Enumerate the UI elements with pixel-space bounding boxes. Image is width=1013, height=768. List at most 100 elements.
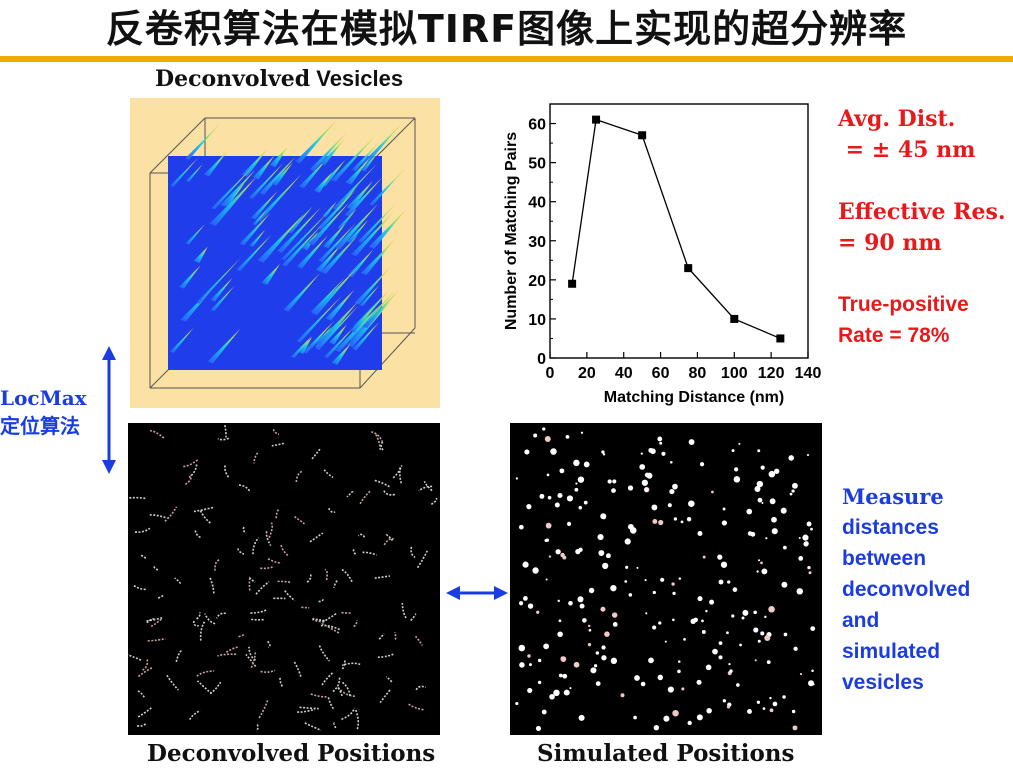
simulated-vesicle	[672, 483, 678, 490]
simulated-vesicle	[644, 472, 650, 478]
simulated-vesicle	[583, 500, 588, 505]
simulated-vesicle	[756, 480, 764, 488]
simulated-vesicle	[574, 487, 579, 492]
simulated-vesicle	[720, 561, 728, 568]
deconvolved-vesicle-trace	[410, 546, 416, 559]
simulated-vesicle	[557, 631, 563, 637]
simulated-vesicle	[667, 503, 672, 508]
deconvolved-vesicle-trace	[337, 687, 344, 698]
simulated-vesicle	[611, 612, 618, 618]
chart-series	[568, 115, 785, 343]
simulated-vesicle	[726, 705, 731, 709]
deconvolved-vesicles-3d-plot	[130, 98, 440, 408]
simulated-vesicle	[652, 590, 656, 595]
vesicle-spike	[209, 175, 258, 226]
deconvolved-vesicle-trace	[362, 551, 377, 556]
deconvolved-vesicle-trace	[383, 490, 395, 496]
simulated-vesicle	[651, 504, 658, 511]
deconvolved-vesicle-trace	[416, 550, 429, 569]
deconvolved-vesicle-trace	[252, 537, 260, 555]
x-axis-label: Matching Distance (nm)	[604, 389, 784, 406]
simulated-vesicle	[600, 513, 607, 520]
measure-line-6: simulated	[842, 640, 941, 663]
simulated-vesicle	[558, 619, 562, 623]
deconvolved-vesicle-trace	[295, 470, 303, 483]
vesicle-spike	[368, 209, 406, 249]
deconvolved-positions-svg	[128, 424, 438, 732]
deconvolved-vesicle-trace	[271, 442, 285, 447]
simulated-vesicle	[573, 661, 580, 668]
simulated-vesicle	[644, 579, 647, 582]
simulated-vesicle	[796, 588, 804, 595]
deconvolved-vesicle-trace	[237, 548, 245, 555]
simulated-vesicle	[636, 566, 639, 569]
deconvolved-vesicle-trace	[238, 633, 245, 638]
simulated-vesicle	[722, 699, 727, 703]
simulated-vesicle	[762, 707, 766, 710]
simulated-vesicle	[661, 451, 666, 456]
vesicle-spike	[346, 180, 374, 210]
simulated-vesicle	[705, 609, 708, 613]
simulated-vesicle	[602, 562, 609, 570]
deconvolved-vesicle-trace	[223, 424, 227, 438]
y-tick-label: 40	[528, 195, 546, 212]
simulated-vesicle	[627, 485, 634, 491]
simulated-vesicle	[634, 675, 640, 681]
vesicle-spike	[347, 249, 374, 278]
title-rule	[0, 56, 1013, 62]
simulated-vesicle	[683, 638, 686, 641]
simulated-vesicle	[641, 479, 649, 486]
simulated-vesicle	[771, 528, 778, 535]
simulated-vesicle	[712, 648, 718, 655]
simulated-vesicle	[515, 477, 519, 480]
deconvolved-vesicle-trace	[265, 531, 272, 547]
simulated-vesicle	[680, 520, 684, 524]
deconvolved-vesicle-trace	[280, 544, 289, 557]
effective-res-line2: = 90 nm	[838, 230, 942, 256]
x-tick-label: 140	[795, 365, 822, 382]
deconvolved-vesicle-trace	[327, 507, 336, 514]
simulated-vesicle	[557, 599, 560, 603]
simulated-vesicle	[598, 550, 605, 556]
deconvolved-vesicle-trace	[341, 707, 356, 721]
simulated-vesicle	[640, 452, 643, 455]
simulated-vesicle	[742, 609, 749, 616]
simulated-vesicle	[709, 599, 715, 605]
simulated-vesicle	[565, 435, 570, 439]
simulated-vesicle	[545, 538, 550, 542]
simulated-vesicle	[593, 664, 598, 668]
deconvolved-vesicle-trace	[133, 584, 147, 591]
simulated-vesicle	[610, 585, 617, 592]
simulated-vesicle	[747, 709, 752, 714]
simulated-vesicle	[688, 439, 695, 445]
simulated-vesicle	[672, 709, 679, 717]
simulated-vesicle	[595, 651, 600, 655]
deconvolved-vesicle-trace	[215, 612, 226, 619]
surface-plane	[168, 156, 382, 370]
deconvolved-vesicle-trace	[147, 637, 166, 642]
simulated-vesicle	[810, 527, 813, 531]
deconvolved-vesicle-trace	[333, 722, 337, 730]
vesicle-spike	[308, 202, 350, 246]
deconvolved-vesicle-trace	[327, 697, 335, 710]
vesicle-spike	[351, 210, 395, 257]
simulated-vesicle	[771, 516, 777, 523]
simulated-vesicle	[766, 660, 771, 665]
deconvolved-vesicle-trace	[267, 558, 282, 564]
deconvolved-vesicle-trace	[128, 653, 142, 661]
simulated-vesicle	[518, 524, 524, 530]
simulated-vesicle	[753, 610, 757, 615]
x-tick-label: 100	[721, 365, 748, 382]
simulated-vesicle	[528, 663, 532, 667]
data-point	[568, 279, 577, 288]
vesicle-spike	[320, 139, 345, 166]
data-point	[730, 314, 739, 323]
vesicle-spike	[308, 326, 329, 349]
simulated-vesicle	[595, 681, 601, 686]
data-point	[684, 264, 693, 273]
vesicle-spike	[334, 203, 379, 250]
simulated-vesicle	[769, 708, 774, 713]
vesicle-spike	[361, 239, 396, 276]
deconvolved-vesicle-trace	[346, 490, 354, 498]
simulated-vesicle	[711, 490, 714, 494]
